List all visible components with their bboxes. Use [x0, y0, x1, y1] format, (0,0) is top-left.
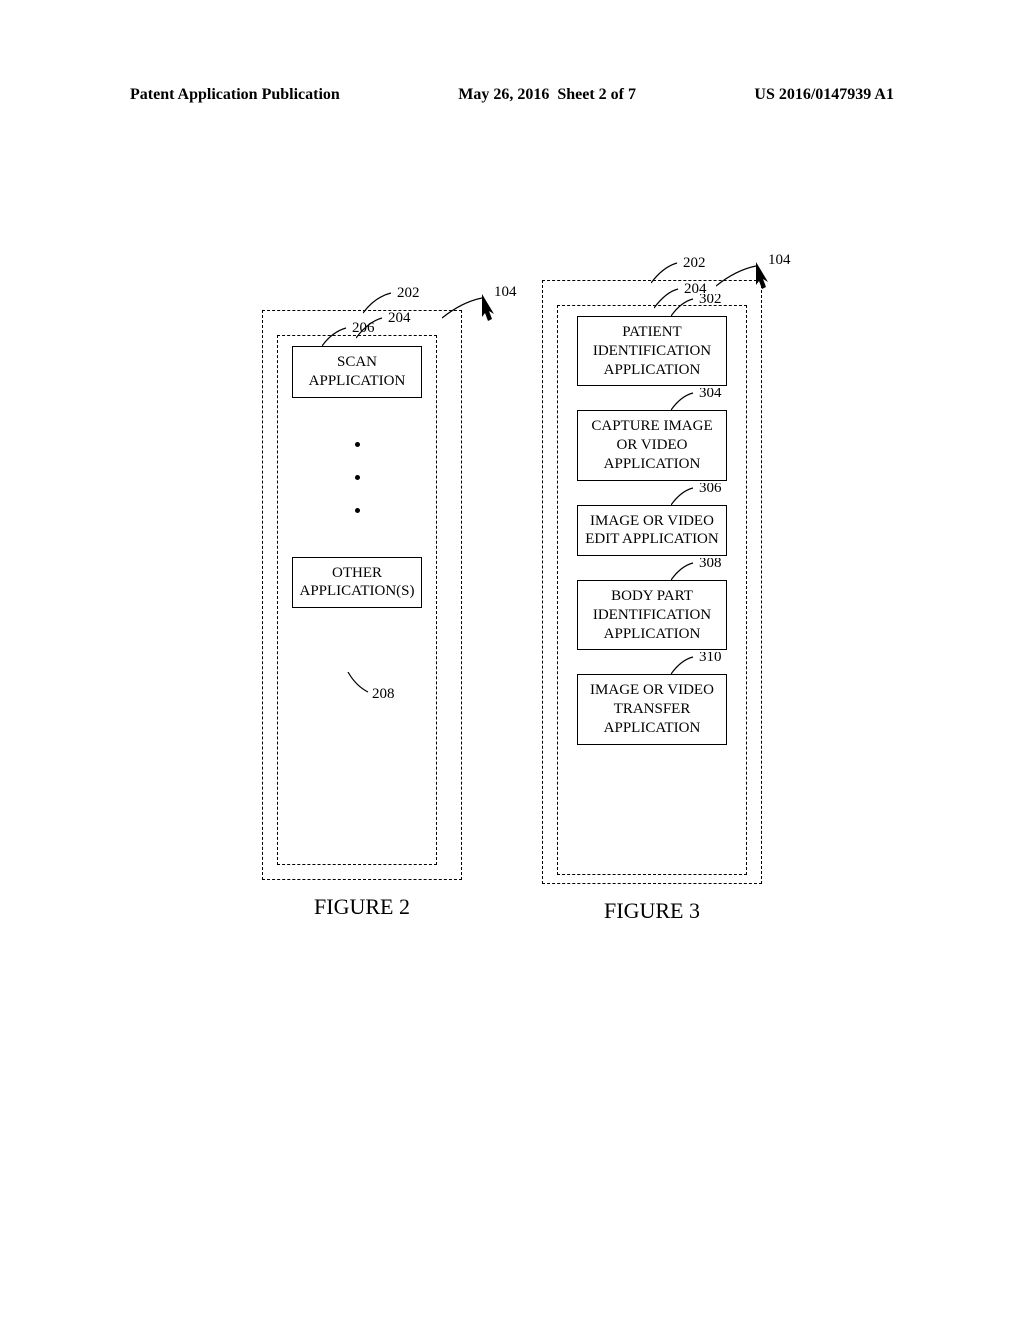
leader-208: 208 — [328, 672, 398, 702]
fig3-outer-box-202: 202 204 302 PATIENT IDENTIFICATION APPLI… — [542, 280, 762, 884]
svg-text:302: 302 — [699, 294, 722, 307]
fig3-box-304: CAPTURE IMAGE OR VIDEO APPLICATION — [577, 410, 727, 480]
svg-text:202: 202 — [683, 255, 706, 271]
dot-icon — [355, 475, 360, 480]
header-publication: Patent Application Publication — [130, 86, 340, 104]
svg-text:202: 202 — [397, 285, 420, 301]
leader-306: 306 — [671, 483, 741, 509]
diagrams-area: 104 202 204 206 SCAN APPLICATION — [0, 310, 1024, 924]
ref-104-label: 104 — [494, 284, 517, 300]
svg-text:310: 310 — [699, 652, 722, 665]
fig3-box-302: PATIENT IDENTIFICATION APPLICATION — [577, 316, 727, 386]
fig2-box-scan-206: SCAN APPLICATION — [292, 346, 422, 398]
fig3-box-308: BODY PART IDENTIFICATION APPLICATION — [577, 580, 727, 650]
svg-text:206: 206 — [352, 322, 375, 336]
svg-text:304: 304 — [699, 388, 722, 401]
figure-3: 104 202 204 302 PATIENT IDENT — [542, 280, 762, 924]
figure-2: 104 202 204 206 SCAN APPLICATION — [262, 310, 462, 920]
fig3-box-306: IMAGE OR VIDEO EDIT APPLICATION — [577, 505, 727, 557]
figure3-caption: FIGURE 3 — [604, 898, 700, 924]
page-header: Patent Application Publication May 26, 2… — [0, 86, 1024, 104]
dot-icon — [355, 508, 360, 513]
figure2-caption: FIGURE 2 — [314, 894, 410, 920]
svg-text:308: 308 — [699, 558, 722, 571]
header-sheet: Sheet 2 of 7 — [557, 86, 636, 103]
svg-text:208: 208 — [372, 686, 395, 702]
header-date-sheet: May 26, 2016 Sheet 2 of 7 — [458, 86, 636, 104]
fig2-box-other-208: OTHER APPLICATION(S) — [292, 557, 422, 609]
leader-206: 206 — [322, 322, 392, 350]
fig2-outer-box-202: 202 204 206 SCAN APPLICATION — [262, 310, 462, 880]
leader-302: 302 — [671, 294, 741, 320]
fig2-inner-box-204: 204 206 SCAN APPLICATION OTHER APPLICATI… — [277, 335, 437, 865]
leader-304: 304 — [671, 388, 741, 414]
fig3-inner-box-204: 204 302 PATIENT IDENTIFICATION APPLICATI… — [557, 305, 747, 875]
dot-icon — [355, 442, 360, 447]
ellipsis-dots — [355, 442, 360, 513]
header-pubnumber: US 2016/0147939 A1 — [754, 86, 894, 104]
leader-308: 308 — [671, 558, 741, 584]
svg-text:104: 104 — [768, 252, 791, 268]
fig3-box-310: IMAGE OR VIDEO TRANSFER APPLICATION — [577, 674, 727, 744]
svg-text:306: 306 — [699, 483, 722, 496]
header-date: May 26, 2016 — [458, 86, 549, 103]
leader-310: 310 — [671, 652, 741, 678]
